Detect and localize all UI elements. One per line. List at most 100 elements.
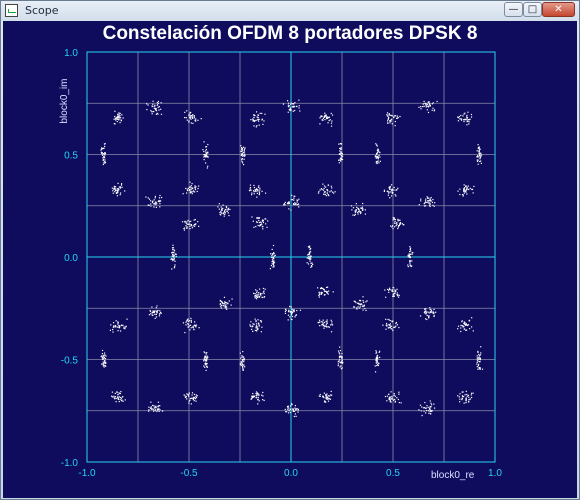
constellation-point xyxy=(193,191,196,193)
constellation-point xyxy=(464,394,466,396)
constellation-point xyxy=(331,187,333,189)
constellation-point xyxy=(102,157,104,159)
constellation-point xyxy=(148,198,151,200)
constellation-point xyxy=(102,358,104,360)
constellation-point xyxy=(189,191,192,194)
constellation-point xyxy=(159,409,161,411)
constellation-point xyxy=(364,307,366,310)
constellation-point xyxy=(112,190,114,192)
constellation-point xyxy=(322,321,324,323)
constellation-point xyxy=(472,392,474,394)
constellation-point xyxy=(429,407,431,409)
window-titlebar[interactable]: Scope — □ ✕ xyxy=(1,1,579,21)
constellation-point xyxy=(101,147,104,150)
constellation-point xyxy=(103,366,105,368)
constellation-point xyxy=(271,248,273,251)
constellation-point xyxy=(465,119,467,121)
maximize-button[interactable]: □ xyxy=(523,2,542,17)
constellation-point xyxy=(390,118,393,120)
constellation-point xyxy=(395,322,397,325)
constellation-point xyxy=(271,261,273,263)
constellation-point xyxy=(375,162,377,164)
constellation-point xyxy=(425,201,427,203)
constellation-point xyxy=(465,189,467,192)
constellation-point xyxy=(203,156,205,158)
constellation-point xyxy=(255,289,257,291)
constellation-point xyxy=(173,267,176,269)
constellation-point xyxy=(376,161,379,163)
constellation-point xyxy=(331,191,334,193)
constellation-point xyxy=(104,361,106,363)
constellation-point xyxy=(387,288,389,291)
constellation-point xyxy=(151,306,153,308)
constellation-point xyxy=(430,196,432,199)
constellation-point xyxy=(158,197,161,199)
constellation-point xyxy=(293,309,295,311)
constellation-point xyxy=(255,323,258,325)
constellation-point xyxy=(469,187,471,189)
constellation-point xyxy=(294,202,296,204)
constellation-point xyxy=(328,116,331,118)
constellation-point xyxy=(203,150,205,153)
constellation-point xyxy=(397,294,399,296)
constellation-point xyxy=(433,407,436,409)
constellation-point xyxy=(288,201,290,203)
constellation-point xyxy=(321,119,323,121)
constellation-point xyxy=(205,146,207,148)
constellation-point xyxy=(286,405,289,408)
constellation-point xyxy=(291,403,293,405)
constellation-point xyxy=(294,405,296,407)
constellation-point xyxy=(465,323,467,325)
constellation-point xyxy=(207,156,209,158)
constellation-point xyxy=(433,308,435,311)
constellation-point xyxy=(298,107,300,109)
constellation-point xyxy=(243,151,246,153)
constellation-point xyxy=(254,293,256,295)
constellation-point xyxy=(242,155,244,157)
minimize-button[interactable]: — xyxy=(504,2,523,17)
constellation-point xyxy=(327,190,329,192)
constellation-point xyxy=(224,208,226,211)
constellation-point xyxy=(386,395,389,397)
constellation-point xyxy=(378,351,380,353)
constellation-point xyxy=(353,214,356,217)
constellation-point xyxy=(394,115,396,117)
constellation-point xyxy=(289,405,292,407)
constellation-point xyxy=(390,189,393,191)
constellation-point xyxy=(189,115,191,117)
constellation-point xyxy=(466,329,468,331)
constellation-point xyxy=(284,408,286,411)
constellation-point xyxy=(471,392,473,394)
constellation-point xyxy=(104,358,107,360)
constellation-point xyxy=(225,206,228,208)
close-button[interactable]: ✕ xyxy=(542,2,575,17)
constellation-point xyxy=(411,252,413,254)
constellation-point xyxy=(120,120,122,122)
constellation-point xyxy=(222,213,225,215)
constellation-point xyxy=(256,392,259,394)
constellation-point xyxy=(457,120,460,122)
constellation-point xyxy=(323,187,325,190)
constellation-point xyxy=(459,401,461,403)
constellation-point xyxy=(476,361,478,363)
constellation-point xyxy=(251,395,254,397)
constellation-point xyxy=(374,371,377,373)
constellation-point xyxy=(155,307,157,309)
constellation-point xyxy=(252,220,254,222)
constellation-point xyxy=(253,191,255,193)
constellation-point xyxy=(391,397,393,399)
constellation-point xyxy=(187,318,189,320)
constellation-point xyxy=(310,255,312,257)
constellation-point xyxy=(383,190,385,192)
constellation-point xyxy=(289,107,291,109)
constellation-point xyxy=(241,360,243,363)
constellation-point xyxy=(326,326,328,328)
constellation-point xyxy=(469,327,471,330)
constellation-point xyxy=(379,356,381,359)
constellation-point xyxy=(120,183,123,185)
constellation-point xyxy=(334,191,336,193)
constellation-point xyxy=(171,257,173,260)
constellation-point xyxy=(295,408,297,410)
constellation-point xyxy=(376,358,378,361)
constellation-point xyxy=(263,290,265,292)
